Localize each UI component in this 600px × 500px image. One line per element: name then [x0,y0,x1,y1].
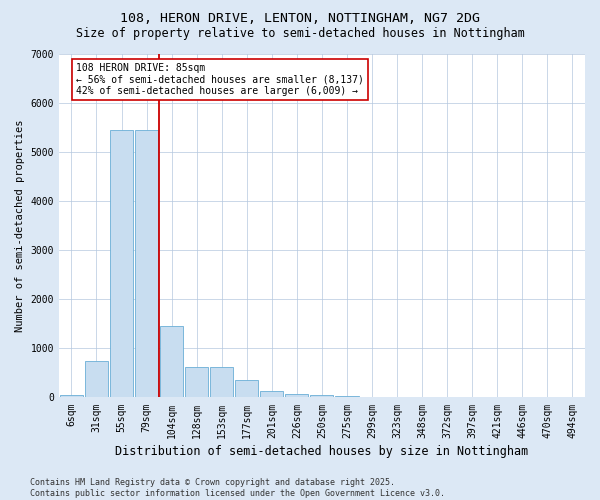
Bar [235,380,259,398]
Bar [286,394,308,398]
Bar [335,396,359,398]
Text: 108, HERON DRIVE, LENTON, NOTTINGHAM, NG7 2DG: 108, HERON DRIVE, LENTON, NOTTINGHAM, NG… [120,12,480,26]
Bar [185,367,208,398]
Y-axis label: Number of semi-detached properties: Number of semi-detached properties [15,120,25,332]
Bar [85,360,108,398]
Bar [260,391,283,398]
Text: Size of property relative to semi-detached houses in Nottingham: Size of property relative to semi-detach… [76,28,524,40]
Bar [210,367,233,398]
Bar [110,130,133,398]
Text: 108 HERON DRIVE: 85sqm
← 56% of semi-detached houses are smaller (8,137)
42% of : 108 HERON DRIVE: 85sqm ← 56% of semi-det… [76,63,364,96]
Bar [160,326,183,398]
Text: Contains HM Land Registry data © Crown copyright and database right 2025.
Contai: Contains HM Land Registry data © Crown c… [30,478,445,498]
Bar [135,130,158,398]
Bar [60,395,83,398]
X-axis label: Distribution of semi-detached houses by size in Nottingham: Distribution of semi-detached houses by … [115,444,529,458]
Bar [310,395,334,398]
